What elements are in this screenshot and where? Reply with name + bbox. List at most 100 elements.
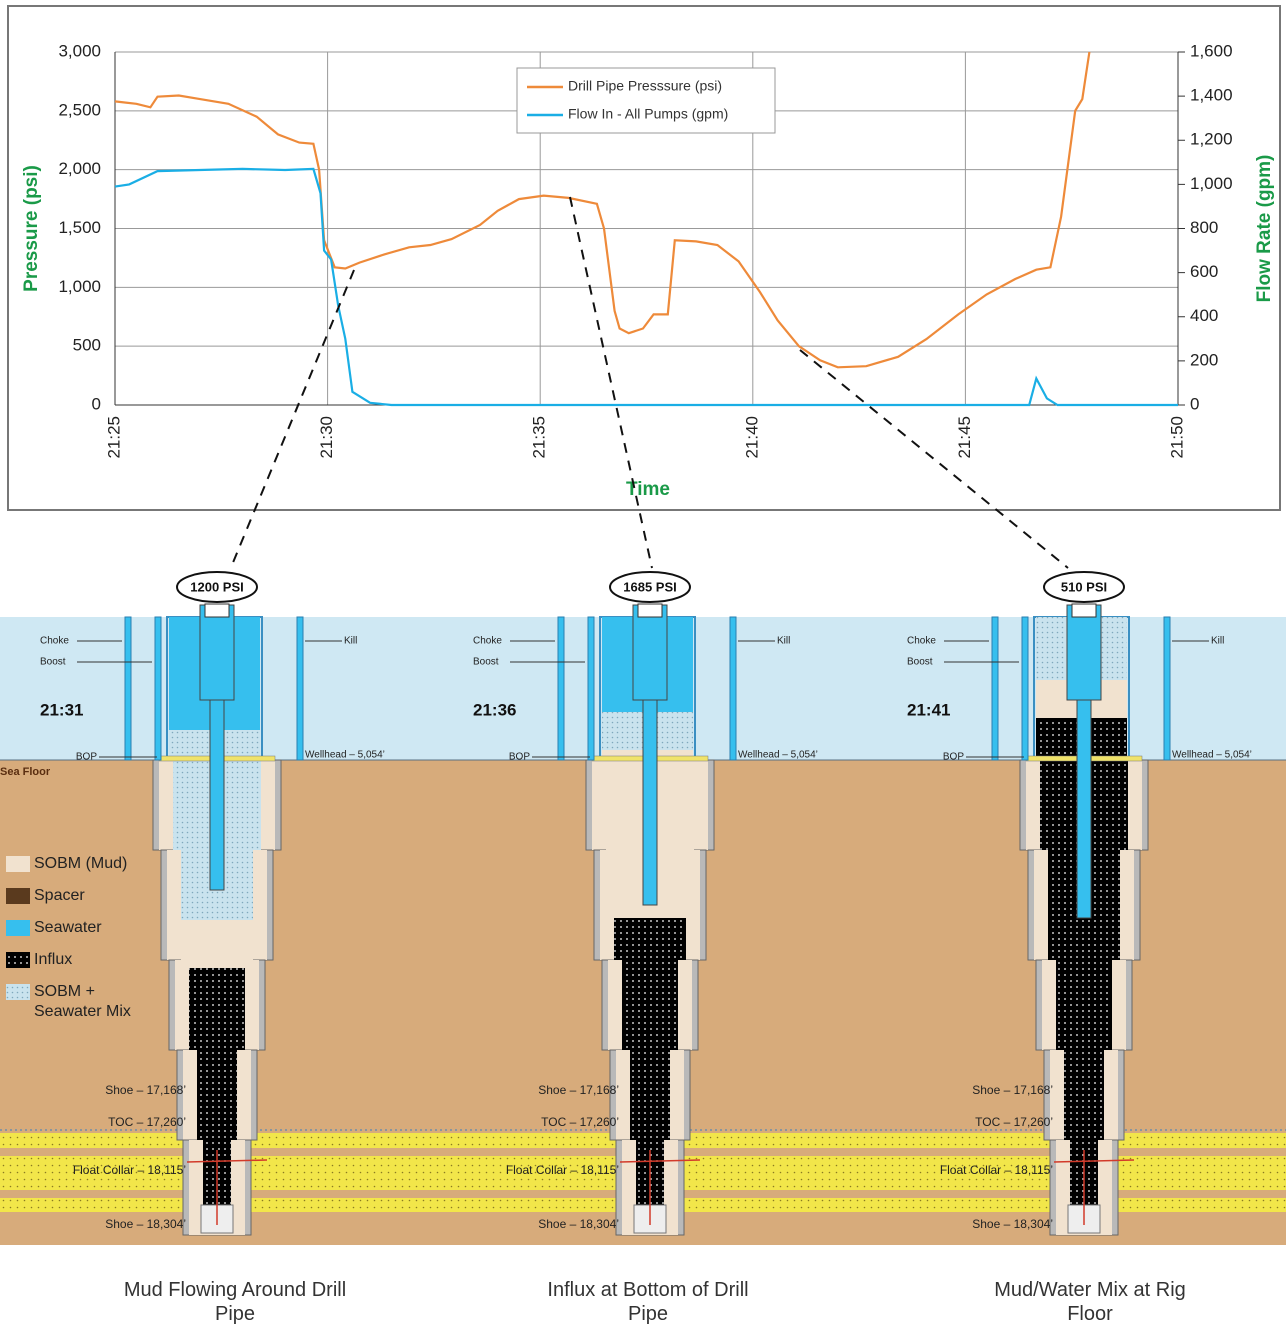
pressure-label: 510 PSI [1061,579,1107,594]
line-boost [1022,617,1028,760]
label: Wellhead – 5,054’ [1172,750,1252,761]
y-axis-label: Pressure (psi) [21,165,42,292]
label: BOP [76,752,97,763]
legend-label: Seawater [34,918,134,938]
label: Boost [473,657,499,668]
legend-swatch [6,856,30,872]
label: TOC – 17,260’ [541,1115,619,1129]
label: Kill [344,636,357,647]
label: BOP [509,752,530,763]
label: TOC – 17,260’ [108,1115,186,1129]
well-fluid [189,968,245,1050]
well-fluid [1056,960,1112,1050]
line-choke [992,617,998,760]
x-tick-label: 21:30 [317,416,336,459]
y2-tick-label: 0 [1190,394,1199,413]
panel-time: 21:41 [907,700,950,719]
drill-pipe [200,605,234,700]
y2-tick-label: 400 [1190,306,1218,325]
legend-label: Flow In - All Pumps (gpm) [568,106,728,122]
label: Shoe – 18,304’ [972,1217,1053,1231]
y2-tick-label: 1,400 [1190,86,1233,105]
well-fluid [197,1050,237,1140]
y-tick-label: 2,000 [58,159,101,178]
drill-pipe [633,605,667,700]
label: Shoe – 17,168’ [105,1083,186,1097]
y2-axis-label: Flow Rate (gpm) [1254,155,1275,303]
y-tick-label: 2,500 [58,100,101,119]
y-tick-label: 1,500 [58,218,101,237]
line-kill [297,617,303,760]
drill-pipe [1067,605,1101,700]
legend-label: Spacer [34,886,134,906]
legend-label: SOBM (Mud) [34,854,134,874]
pressure-label: 1200 PSI [190,579,244,594]
y-tick-label: 500 [73,336,101,355]
pipe-top [205,604,229,617]
label: Kill [1211,636,1224,647]
figure: 0 500 1,000 1,500 2,000 2,500 3,000 0 200 400 600 8… [0,0,1286,1337]
well-fluid [614,918,686,960]
pipe-top [1072,604,1096,617]
y2-tick-label: 1,600 [1190,41,1233,60]
y-tick-label: 1,000 [58,277,101,296]
label: BOP [943,752,964,763]
y2-tick-label: 1,000 [1190,174,1233,193]
pressure-label: 1685 PSI [623,579,677,594]
drill-pipe [1077,700,1091,918]
label: Shoe – 18,304’ [105,1217,186,1231]
label: Shoe – 17,168’ [538,1083,619,1097]
drill-pipe [643,700,657,905]
y-tick-label: 0 [92,394,101,413]
line-boost [155,617,161,760]
y2-tick-label: 600 [1190,262,1218,281]
y2-tick-label: 1,200 [1190,130,1233,149]
legend-swatch [6,984,30,1000]
panel-time: 21:31 [40,700,83,719]
well-fluid [630,1050,670,1140]
drill-pipe [210,700,224,890]
page: 0 500 1,000 1,500 2,000 2,500 3,000 0 200 400 600 8… [0,0,1286,1337]
label: TOC – 17,260’ [975,1115,1053,1129]
legend-swatch [6,888,30,904]
label: Shoe – 17,168’ [972,1083,1053,1097]
legend-swatch [6,952,30,968]
caption: Mud/Water Mix at Rig Floor [970,1278,1210,1326]
y-tick-label: 3,000 [58,41,101,60]
x-tick-label: 21:45 [955,416,974,459]
label: Choke [473,636,502,647]
x-tick-label: 21:50 [1167,416,1186,459]
x-tick-label: 21:40 [742,416,761,459]
line-kill [1164,617,1170,760]
sea-floor-label: Sea Floor [0,766,51,778]
y2-tick-label: 200 [1190,350,1218,369]
caption: Influx at Bottom of Drill Pipe [528,1278,768,1326]
panel-time: 21:36 [473,700,516,719]
well-fluid [189,960,245,968]
legend-label: Influx [34,950,134,970]
caption: Mud Flowing Around Drill Pipe [115,1278,355,1326]
well-fluid [181,920,253,960]
pipe-top [638,604,662,617]
legend-label: Drill Pipe Presssure (psi) [568,78,722,94]
legend-swatch [6,920,30,936]
line-choke [558,617,564,760]
label: Choke [907,636,936,647]
label: Float Collar – 18,115’ [73,1163,186,1177]
label: Shoe – 18,304’ [538,1217,619,1231]
well-fluid [622,960,678,1050]
legend-label: SOBM + Seawater Mix [34,982,134,1022]
label: Wellhead – 5,054’ [738,750,818,761]
label: Float Collar – 18,115’ [506,1163,619,1177]
label: Wellhead – 5,054’ [305,750,385,761]
label: Kill [777,636,790,647]
x-tick-label: 21:35 [530,416,549,459]
y2-tick-label: 800 [1190,218,1218,237]
line-choke [125,617,131,760]
line-kill [730,617,736,760]
well-fluid [1064,1050,1104,1140]
label: Float Collar – 18,115’ [940,1163,1053,1177]
label: Choke [40,636,69,647]
label: Boost [907,657,933,668]
x-tick-label: 21:25 [104,416,123,459]
